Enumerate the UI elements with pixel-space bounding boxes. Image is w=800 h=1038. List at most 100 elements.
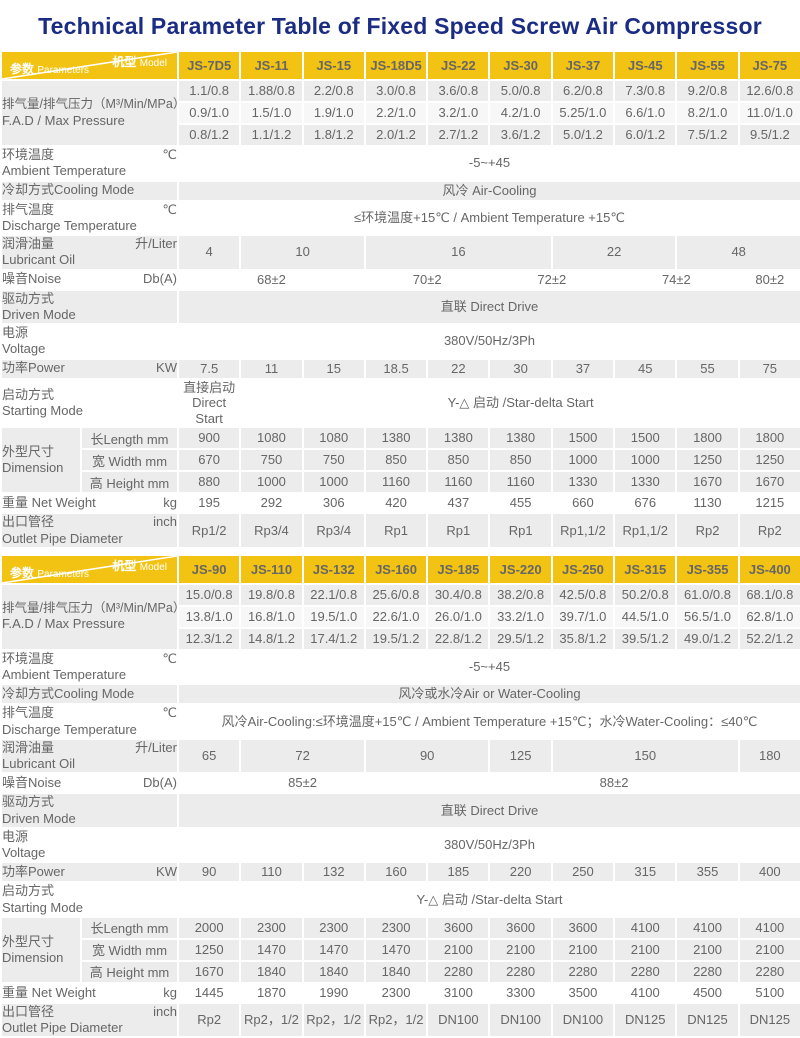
value-cell-outlet: Rp1,1/2 [550, 512, 616, 549]
value-cell-starting: 直接启动 Direct Start [176, 377, 242, 429]
corner-model-label: 机型 Model [112, 55, 167, 69]
model-header: JS-11 [239, 50, 304, 81]
param-label-en: Starting Mode [2, 899, 83, 915]
model-header: JS-7D5 [176, 50, 242, 81]
value-cell-outlet: Rp2 [737, 512, 800, 549]
value-cell-dimension: 1500 [613, 426, 678, 451]
value-cell-dimension: 1000 [550, 448, 616, 473]
value-cell-fad: 1.1/1.2 [239, 123, 304, 147]
param-label-ambient: 环境温度 ℃ Ambient Temperature [0, 145, 179, 182]
value-cell-fad: 38.2/0.8 [488, 582, 553, 607]
param-unit: inch [153, 1003, 177, 1019]
value-cell-lubricant: 72 [239, 737, 366, 775]
value-cell-lubricant: 16 [363, 234, 553, 271]
param-label-lubricant: 润滑油量 升/Liter Lubricant Oil [0, 737, 179, 775]
param-unit: ℃ [162, 201, 177, 217]
value-cell-fad: 2.0/1.2 [363, 123, 429, 147]
diagonal-divider [3, 53, 176, 78]
value-cell-lubricant: 22 [550, 234, 678, 271]
value-cell-outlet: DN100 [426, 1001, 491, 1038]
value-cell-fad: 68.1/0.8 [737, 582, 800, 607]
value-cell-fad: 35.8/1.2 [550, 626, 616, 651]
param-label-en: Discharge Temperature [2, 721, 137, 737]
value-cell-fad: 30.4/0.8 [426, 582, 491, 607]
param-label-noise: 噪音Noise Db(A) [0, 772, 179, 795]
value-cell-power: 18.5 [363, 357, 429, 380]
model-header: JS-220 [488, 553, 553, 585]
corner-model-label: 机型 Model [112, 558, 167, 573]
value-cell-dimension: 1470 [239, 937, 304, 962]
param-label-dimension: 外型尺寸 Dimension [0, 426, 82, 495]
param-unit: ℃ [162, 705, 177, 721]
value-cell-fad: 4.2/1.0 [488, 101, 553, 125]
value-cell-outlet: Rp3/4 [239, 512, 304, 549]
value-cell-starting: Y-△ 启动 /Star-delta Start [239, 377, 800, 429]
value-cell-power: 11 [239, 357, 304, 380]
value-cell-dimension: 2280 [613, 959, 678, 984]
value-cell-dimension: 1670 [737, 470, 800, 495]
value-cell-dimension: 1800 [737, 426, 800, 451]
param-label-zh: 重量 Net Weight [2, 984, 96, 1000]
value-cell-fad: 5.0/0.8 [488, 79, 553, 103]
value-cell-fad: 1.88/0.8 [239, 79, 304, 103]
value-cell-power: 90 [176, 861, 242, 884]
param-label-lubricant: 润滑油量 升/Liter Lubricant Oil [0, 234, 179, 271]
value-cell-fad: 1.1/0.8 [176, 79, 242, 103]
param-unit: KW [156, 360, 177, 376]
value-cell-fad: 52.2/1.2 [737, 626, 800, 651]
param-label-zh: 环境温度 [2, 650, 55, 666]
value-cell-fad: 39.7/1.0 [550, 604, 616, 629]
value-cell-power: 37 [550, 357, 616, 380]
param-unit: kg [163, 984, 177, 1000]
value-cell-dimension: 3600 [550, 915, 616, 940]
value-cell-dimension: 2280 [550, 959, 616, 984]
value-cell-outlet: Rp1 [426, 512, 491, 549]
value-cell-dimension: 1330 [613, 470, 678, 495]
value-cell-power: 22 [426, 357, 491, 380]
param-label-en: Starting Mode [2, 402, 83, 418]
value-cell-power: 110 [239, 861, 304, 884]
value-cell-power: 55 [675, 357, 740, 380]
value-cell-fad: 1.8/1.2 [301, 123, 366, 147]
value-cell-fad: 2.2/1.0 [363, 101, 429, 125]
param-label-zh: 驱动方式 [2, 290, 55, 306]
value-cell-weight: 3300 [488, 981, 553, 1004]
value-cell-fad: 16.8/1.0 [239, 604, 304, 629]
param-label-starting: 启动方式 Starting Mode [0, 377, 179, 429]
value-cell-dimension: 1840 [363, 959, 429, 984]
param-label-zh: 功率Power [2, 360, 65, 376]
value-cell-fad: 5.25/1.0 [550, 101, 616, 125]
param-label-zh: 噪音Noise [2, 271, 62, 287]
param-unit: 升/Liter [135, 739, 177, 755]
value-cell-dimension: 1470 [301, 937, 366, 962]
value-cell-fad: 44.5/1.0 [613, 604, 678, 629]
param-label-weight: 重量 Net Weight kg [0, 981, 179, 1004]
value-cell-outlet: Rp2 [176, 1001, 242, 1038]
param-label-fad: 排气量/排气压力（M³/Min/MPa） F.A.D / Max Pressure [0, 582, 179, 651]
value-cell-lubricant: 150 [550, 737, 740, 775]
param-label-en: Lubricant Oil [2, 252, 75, 268]
param-label-zh: 排气量/排气压力（M³/Min/MPa） [2, 97, 178, 112]
model-header: JS-75 [737, 50, 800, 81]
value-cell-fad: 49.0/1.2 [675, 626, 740, 651]
value-cell-dimension: 2280 [488, 959, 553, 984]
value-cell-weight: 4100 [613, 981, 678, 1004]
param-label-noise: 噪音Noise Db(A) [0, 268, 179, 291]
value-cell-noise: 85±2 [176, 772, 429, 795]
value-cell-weight: 1870 [239, 981, 304, 1004]
value-cell-dimension: 2280 [675, 959, 740, 984]
value-cell-voltage: 380V/50Hz/3Ph [177, 323, 800, 360]
tables-container: 机型 Model 参数 Parameters JS-7D5 JS-11 JS-15 JS-… [0, 50, 800, 1038]
value-cell-power: 250 [550, 861, 616, 884]
value-cell-noise: 80±2 [737, 268, 800, 291]
value-cell-dimension: 2100 [488, 937, 553, 962]
value-cell-weight: 292 [239, 492, 304, 515]
param-label-zh: 出口管径 [2, 514, 55, 530]
value-cell-dimension: 1250 [737, 448, 800, 473]
value-cell-dimension: 1670 [176, 959, 242, 984]
value-cell-driven: 直联 Direct Drive [177, 792, 800, 829]
value-cell-outlet: Rp2，1/2 [363, 1001, 429, 1038]
value-cell-dimension: 4100 [613, 915, 678, 940]
value-cell-fad: 3.0/0.8 [363, 79, 429, 103]
value-cell-fad: 19.5/1.2 [363, 626, 429, 651]
